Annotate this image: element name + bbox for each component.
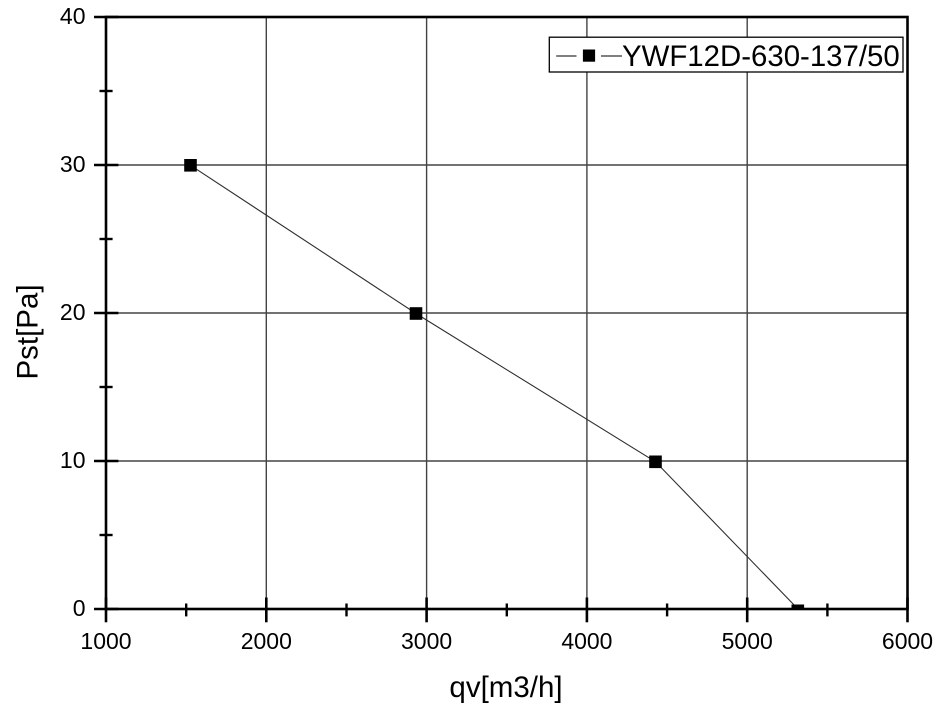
svg-text:3000: 3000 xyxy=(401,628,452,654)
svg-text:6000: 6000 xyxy=(882,628,933,654)
svg-text:YWF12D-630-137/50: YWF12D-630-137/50 xyxy=(622,40,900,73)
svg-text:10: 10 xyxy=(60,447,86,473)
svg-text:30: 30 xyxy=(60,151,86,177)
svg-text:qv[m3/h]: qv[m3/h] xyxy=(449,671,562,704)
svg-text:40: 40 xyxy=(60,3,86,29)
svg-text:1000: 1000 xyxy=(80,628,131,654)
svg-text:4000: 4000 xyxy=(561,628,612,654)
svg-text:0: 0 xyxy=(73,595,86,621)
svg-text:5000: 5000 xyxy=(722,628,773,654)
svg-text:2000: 2000 xyxy=(241,628,292,654)
svg-text:20: 20 xyxy=(60,299,86,325)
svg-text:Pst[Pa]: Pst[Pa] xyxy=(12,284,45,379)
